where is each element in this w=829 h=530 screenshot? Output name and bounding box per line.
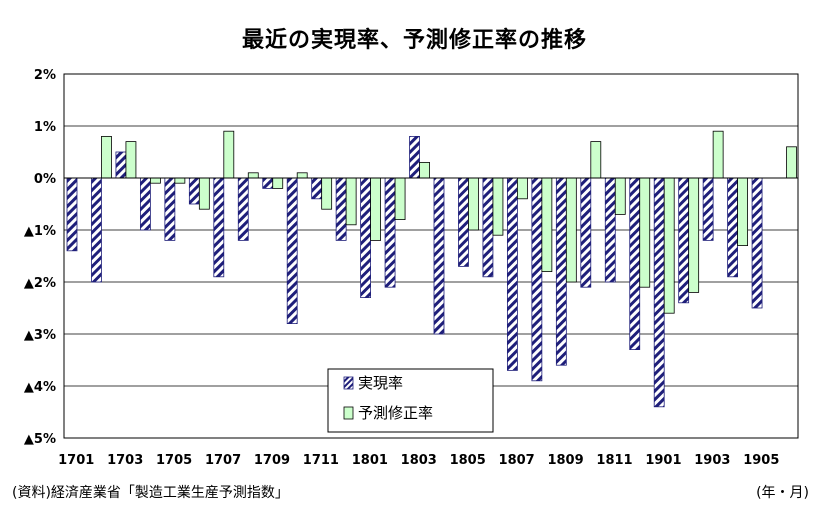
bar-yosoku-shuseiritsu [149,177,161,184]
bar-yosoku-shuseiritsu [565,177,577,283]
bar-jitsugenritsu [115,151,127,179]
bar-jitsugenritsu [360,177,372,298]
x-tick-label: 1901 [645,453,681,468]
bar-jitsugenritsu [311,177,323,200]
unit-note: (年・月) [756,485,809,501]
x-tick-label: 1807 [499,453,535,468]
bar-jitsugenritsu [188,177,200,205]
x-tick-label: 1701 [58,453,94,468]
bar-jitsugenritsu [335,177,347,241]
bar-jitsugenritsu [678,177,690,304]
x-tick-label: 1801 [352,453,388,468]
source-note: (資料)経済産業省「製造工業生産予測指数」 [12,485,289,501]
bar-jitsugenritsu [482,177,494,278]
bar-yosoku-shuseiritsu [296,172,308,179]
bar-yosoku-shuseiritsu [223,130,235,179]
bar-jitsugenritsu [727,177,738,278]
bar-yosoku-shuseiritsu [198,177,210,210]
bars [66,130,797,408]
y-tick-label: 1% [34,120,56,135]
bar-yosoku-shuseiritsu [786,146,797,179]
bar-yosoku-shuseiritsu [272,177,284,189]
y-tick-label: 0% [34,172,56,187]
x-tick-label: 1809 [547,453,583,468]
bar-jitsugenritsu [91,177,102,283]
x-tick-label: 1711 [303,453,339,468]
plot-area-frame [63,73,799,439]
bar-jitsugenritsu [531,177,543,382]
x-tick-label: 1905 [743,453,779,468]
bar-yosoku-shuseiritsu [370,177,382,241]
y-tick-label: ▲5% [24,432,56,447]
bar-yosoku-shuseiritsu [125,141,137,179]
bar-yosoku-shuseiritsu [688,177,700,293]
bar-yosoku-shuseiritsu [663,177,675,314]
bar-jitsugenritsu [506,177,518,371]
x-tick-label: 1709 [254,453,290,468]
bar-yosoku-shuseiritsu [174,177,186,184]
x-tick-label: 1805 [450,453,486,468]
y-tick-label: ▲3% [24,328,56,343]
bar-jitsugenritsu [629,177,641,351]
bar-jitsugenritsu [286,177,298,325]
bar-jitsugenritsu [213,177,225,278]
bar-jitsugenritsu [604,177,616,283]
legend-swatch-jitsugen [343,376,354,390]
chart-title: 最近の実現率、予測修正率の推移 [241,28,587,53]
bar-yosoku-shuseiritsu [590,141,602,179]
bar-jitsugenritsu [751,177,763,309]
legend-swatch-yosoku [343,406,354,420]
bar-jitsugenritsu [580,177,592,288]
bar-jitsugenritsu [409,135,420,179]
bar-jitsugenritsu [653,177,665,408]
bar-jitsugenritsu [433,177,445,335]
x-tick-label: 1811 [596,453,632,468]
bar-yosoku-shuseiritsu [345,177,357,226]
bar-yosoku-shuseiritsu [712,130,724,179]
bar-jitsugenritsu [66,177,78,252]
bar-yosoku-shuseiritsu [541,177,553,272]
bar-jitsugenritsu [458,177,469,267]
bar-jitsugenritsu [164,177,176,241]
x-tick-label: 1903 [694,453,730,468]
legend-box [327,368,494,433]
bar-jitsugenritsu [237,177,249,241]
bar-jitsugenritsu [384,177,396,288]
x-tick-label: 1703 [107,453,143,468]
bar-yosoku-shuseiritsu [614,177,626,215]
bar-yosoku-shuseiritsu [492,177,504,236]
bar-jitsugenritsu [555,177,567,366]
legend: 実現率 予測修正率 [327,368,494,433]
bar-jitsugenritsu [702,177,714,241]
y-tick-label: ▲2% [24,276,56,291]
bar-yosoku-shuseiritsu [101,135,112,179]
x-tick-label: 1803 [401,453,437,468]
y-tick-label: ▲4% [24,380,56,395]
y-axis-labels: 2% 1% 0% ▲1% ▲2% ▲3% ▲4% ▲5% [24,68,56,447]
bar-yosoku-shuseiritsu [737,177,748,246]
bar-yosoku-shuseiritsu [419,161,430,179]
legend-label-jitsugen: 実現率 [358,374,403,392]
bar-yosoku-shuseiritsu [247,172,259,179]
x-axis-labels: 1701 1703 1705 1707 1709 1711 1801 1803 1805 1807… [58,453,779,468]
bar-yosoku-shuseiritsu [517,177,528,200]
bar-jitsugenritsu [262,177,274,189]
legend-label-yosoku: 予測修正率 [358,404,433,422]
bar-jitsugenritsu [139,177,151,231]
bar-yosoku-shuseiritsu [321,177,333,210]
y-tick-label: 2% [34,68,56,83]
bar-yosoku-shuseiritsu [468,177,479,231]
bar-yosoku-shuseiritsu [639,177,651,288]
y-tick-label: ▲1% [24,224,56,239]
x-tick-label: 1707 [205,453,241,468]
x-tick-label: 1705 [156,453,192,468]
bar-yosoku-shuseiritsu [394,177,406,220]
